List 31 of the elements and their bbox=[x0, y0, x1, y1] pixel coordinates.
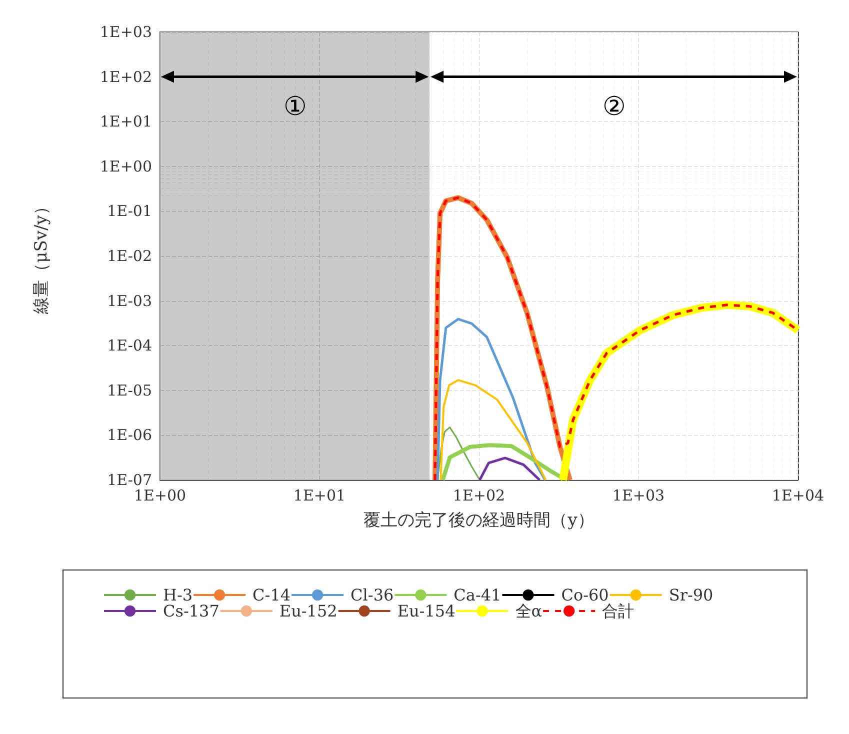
band-label: ② bbox=[602, 92, 626, 122]
legend-label: C-14 bbox=[252, 586, 291, 604]
legend-label: Cs-137 bbox=[163, 602, 220, 620]
x-tick-label: 1E+03 bbox=[612, 486, 665, 504]
legend-label: Sr-90 bbox=[668, 586, 714, 604]
legend-label: H-3 bbox=[163, 586, 193, 604]
x-tick-label: 1E+00 bbox=[134, 486, 186, 504]
legend-label: 合計 bbox=[602, 602, 634, 620]
legend-label: Ca-41 bbox=[454, 586, 502, 604]
y-tick-label: 1E-03 bbox=[107, 292, 152, 310]
y-tick-label: 1E-02 bbox=[107, 247, 152, 265]
x-axis-title: 覆土の完了後の経過時間（y） bbox=[364, 510, 594, 530]
legend-label: Eu-154 bbox=[397, 602, 456, 620]
x-tick-label: 1E+04 bbox=[772, 486, 824, 504]
y-tick-label: 1E-04 bbox=[107, 336, 152, 355]
legend-label: Cl-36 bbox=[350, 586, 394, 604]
y-tick-label: 1E+00 bbox=[100, 157, 152, 176]
band-label: ① bbox=[283, 92, 306, 122]
x-tick-label: 1E+01 bbox=[293, 486, 346, 504]
y-tick-label: 1E+03 bbox=[100, 23, 152, 41]
y-tick-label: 1E+01 bbox=[100, 112, 152, 131]
y-tick-label: 1E-01 bbox=[107, 202, 152, 220]
y-axis-title: 線量（μSv/y） bbox=[32, 198, 52, 315]
x-tick-label: 1E+02 bbox=[452, 486, 506, 504]
legend-label: 全α bbox=[515, 602, 542, 620]
y-tick-label: 1E-07 bbox=[107, 471, 152, 489]
y-tick-label: 1E-05 bbox=[107, 381, 152, 400]
y-tick-label: 1E+02 bbox=[100, 68, 152, 86]
legend-label: Eu-152 bbox=[279, 602, 338, 620]
legend-label: Co-60 bbox=[561, 586, 609, 604]
y-tick-label: 1E-06 bbox=[107, 426, 152, 444]
